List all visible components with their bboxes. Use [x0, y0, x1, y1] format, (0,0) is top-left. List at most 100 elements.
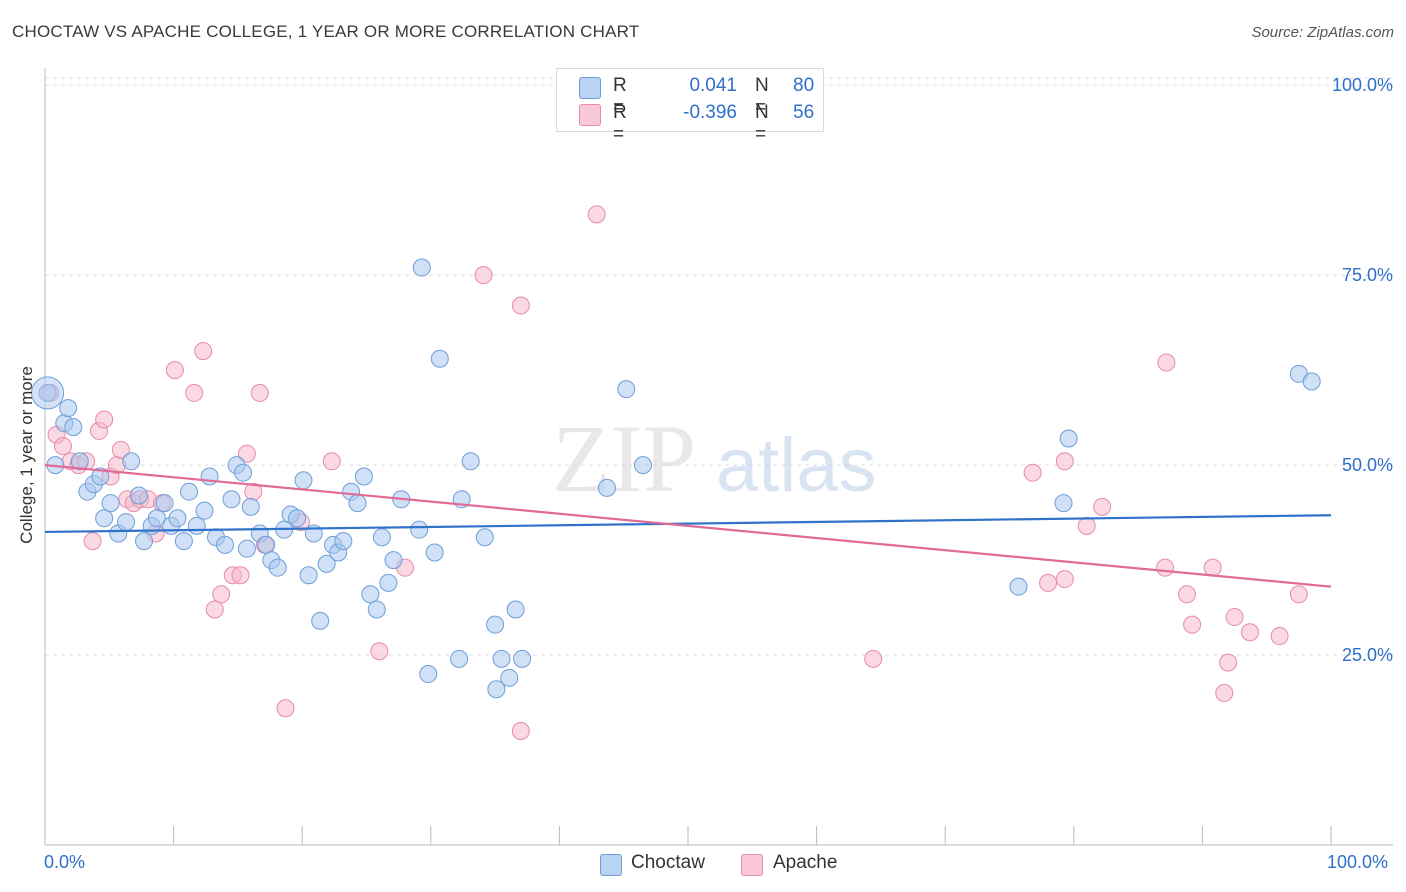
choctaw-point: [384, 551, 403, 570]
choctaw-point: [311, 611, 330, 630]
legend-r-value: -0.396: [683, 102, 737, 123]
choctaw-point: [633, 456, 652, 475]
apache-point: [1183, 615, 1202, 634]
apache-point: [1270, 627, 1289, 646]
choctaw-point: [348, 494, 367, 513]
choctaw-point: [135, 532, 154, 551]
choctaw-point: [101, 494, 120, 513]
choctaw-point: [1059, 429, 1078, 448]
choctaw-point: [506, 600, 525, 619]
apache-point: [205, 600, 224, 619]
choctaw-point: [412, 258, 431, 277]
choctaw-point: [268, 558, 287, 577]
choctaw-point: [122, 452, 141, 471]
choctaw-point: [425, 543, 444, 562]
apache-point: [1055, 452, 1074, 471]
apache-point: [322, 452, 341, 471]
apache-point: [587, 205, 606, 224]
choctaw-point: [461, 452, 480, 471]
y-tick-label: 50.0%: [1342, 455, 1393, 475]
apache-point: [185, 383, 204, 402]
choctaw-point: [617, 380, 636, 399]
choctaw-point: [492, 649, 511, 668]
choctaw-point: [155, 494, 174, 513]
choctaw-cluster-point: [31, 376, 65, 410]
apache-point: [511, 722, 530, 741]
choctaw-legend-label: Choctaw: [631, 852, 705, 873]
apache-point: [1177, 585, 1196, 604]
choctaw-point: [379, 573, 398, 592]
choctaw-point: [237, 539, 256, 558]
x-tick-label-min: 0.0%: [44, 852, 86, 872]
apache-point: [231, 566, 250, 585]
apache-point: [1093, 497, 1112, 516]
apache-point: [1023, 463, 1042, 482]
choctaw-point: [70, 452, 89, 471]
choctaw-point: [450, 649, 469, 668]
choctaw-point: [168, 509, 187, 528]
apache-point: [1077, 516, 1096, 535]
legend-n-label: N =: [755, 75, 769, 118]
choctaw-point: [294, 471, 313, 490]
apache-legend-label: Apache: [773, 852, 838, 873]
chart-title: CHOCTAW VS APACHE COLLEGE, 1 YEAR OR MOR…: [12, 22, 640, 41]
apache-point: [864, 649, 883, 668]
apache-point: [1225, 608, 1244, 627]
stats-legend: R = 0.041 N = 80 R = -0.396 N = 56: [556, 68, 824, 145]
axes: [44, 68, 1393, 846]
apache-point: [194, 342, 213, 361]
x-tick-label-max: 100.0%: [1327, 852, 1389, 872]
y-tick-label: 75.0%: [1342, 265, 1393, 285]
y-tick-label: 100.0%: [1332, 75, 1393, 95]
apache-point: [1240, 623, 1259, 642]
apache-point: [250, 383, 269, 402]
choctaw-point: [64, 418, 83, 437]
watermark-atlas: atlas: [716, 423, 877, 508]
choctaw-point: [354, 467, 373, 486]
choctaw-point: [241, 497, 260, 516]
apache-point: [1219, 653, 1238, 672]
apache-point: [1039, 573, 1058, 592]
apache-point: [54, 437, 73, 456]
choctaw-point: [187, 516, 206, 535]
choctaw-point: [317, 554, 336, 573]
choctaw-point: [222, 490, 241, 509]
apache-point: [276, 699, 295, 718]
apache-point: [1157, 353, 1176, 372]
grid-lines: [45, 77, 1393, 656]
trend-lines: [44, 464, 1332, 588]
choctaw-point: [147, 509, 166, 528]
choctaw-point: [195, 501, 214, 520]
y-tick-labels: 25.0% 50.0% 75.0% 100.0%: [1332, 75, 1393, 665]
choctaw-point: [288, 509, 307, 528]
choctaw-point: [475, 528, 494, 547]
data-points: [31, 205, 1321, 741]
apache-point: [165, 361, 184, 380]
apache-point: [1215, 684, 1234, 703]
legend-n-value: 56: [793, 102, 815, 123]
choctaw-point: [500, 668, 519, 687]
choctaw-point: [91, 467, 110, 486]
choctaw-point: [430, 349, 449, 368]
choctaw-point: [367, 600, 386, 619]
apache-point: [1156, 558, 1175, 577]
apache-point: [83, 532, 102, 551]
apache-point: [212, 585, 231, 604]
legend-n-label: N =: [755, 102, 769, 145]
choctaw-point: [334, 532, 353, 551]
choctaw-point: [234, 463, 253, 482]
choctaw-point: [180, 482, 199, 501]
choctaw-point: [1009, 577, 1028, 596]
legend-r-label: R =: [613, 102, 627, 145]
choctaw-point: [410, 520, 429, 539]
choctaw-trend-line: [44, 514, 1332, 534]
apache-point: [111, 440, 130, 459]
legend-r-value: 0.041: [689, 75, 737, 96]
apache-point: [474, 266, 493, 285]
apache-point: [237, 444, 256, 463]
apache-point: [1203, 558, 1222, 577]
choctaw-point: [117, 513, 136, 532]
choctaw-swatch: [579, 77, 601, 99]
apache-point: [1055, 570, 1074, 589]
